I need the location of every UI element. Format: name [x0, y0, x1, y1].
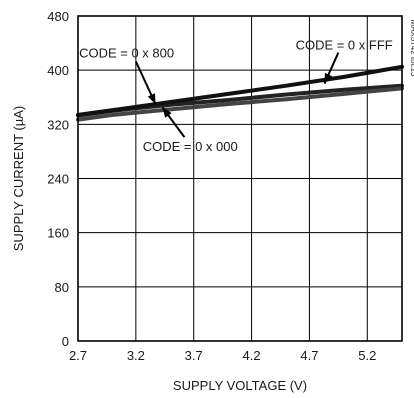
- annotation-label-0: CODE = 0 x 800: [79, 46, 174, 61]
- y-tick-label: 80: [55, 280, 69, 295]
- y-tick-labels: 0 80 160 240 320 400 480: [47, 9, 69, 349]
- x-tick-labels: 2.7 3.2 3.7 4.2 4.7 5.2: [69, 348, 376, 363]
- x-tick-label: 3.7: [185, 348, 203, 363]
- y-tick-label: 320: [47, 117, 69, 132]
- annotations-group: CODE = 0 x 800 CODE = 0 x FFF CODE = 0 x 0…: [79, 37, 393, 154]
- y-tick-label: 480: [47, 9, 69, 24]
- annotation-label-2: CODE = 0 x 000: [143, 139, 238, 154]
- grid-lines: [78, 16, 402, 341]
- series-line-0: [76, 83, 404, 118]
- series-group: [76, 64, 404, 122]
- annotation-arrow-head: [162, 107, 172, 118]
- y-tick-label: 0: [62, 334, 69, 349]
- y-tick-label: 160: [47, 226, 69, 241]
- annotation-arrow-head: [147, 93, 156, 104]
- figure-id-label: MAX5742 toc13: [409, 20, 414, 77]
- y-tick-label: 400: [47, 63, 69, 78]
- annotation-arrow-head: [324, 72, 333, 84]
- plot-frame: [77, 15, 403, 342]
- y-tick-label: 240: [47, 172, 69, 187]
- x-tick-label: 4.7: [300, 348, 318, 363]
- x-tick-label: 3.2: [127, 348, 145, 363]
- x-tick-label: 4.2: [243, 348, 261, 363]
- series-line-2: [76, 64, 404, 117]
- x-axis-label: SUPPLY VOLTAGE (V): [173, 378, 307, 393]
- x-tick-label: 2.7: [69, 348, 87, 363]
- series-line-1: [76, 86, 404, 122]
- annotation-label-1: CODE = 0 x FFF: [296, 37, 393, 52]
- y-axis-label: SUPPLY CURRENT (µA): [11, 106, 26, 251]
- x-tick-label: 5.2: [358, 348, 376, 363]
